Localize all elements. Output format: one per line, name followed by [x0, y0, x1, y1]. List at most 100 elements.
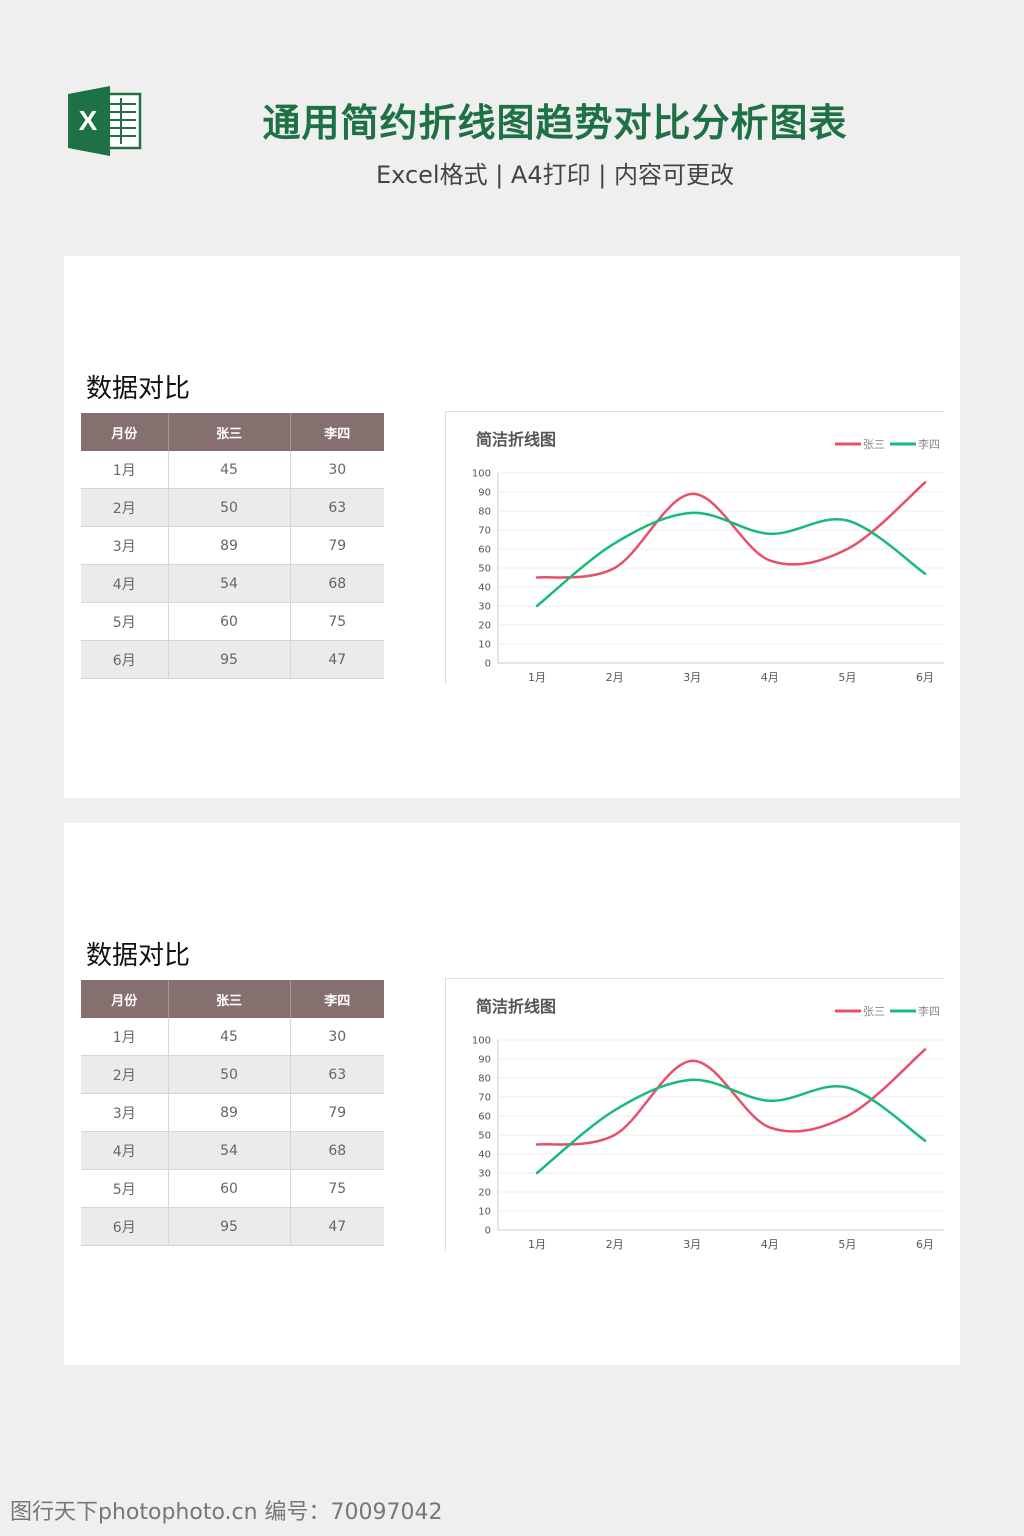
y-tick-label: 80: [478, 1074, 491, 1085]
cell-lisi: 63: [290, 1055, 384, 1094]
cell-lisi: 47: [290, 1207, 384, 1246]
page-subtitle: Excel格式 | A4打印 | 内容可更改: [376, 161, 734, 189]
section-heading: 数据对比: [86, 941, 191, 971]
y-tick-label: 20: [478, 621, 491, 632]
cell-month: 6月: [81, 640, 169, 679]
y-tick-label: 20: [478, 1188, 491, 1199]
cell-lisi: 75: [290, 1169, 384, 1208]
cell-month: 2月: [81, 488, 169, 527]
x-tick-label: 6月: [916, 1238, 934, 1251]
table-row: 6月 95 47: [81, 640, 384, 679]
cell-lisi: 68: [290, 1131, 384, 1170]
x-tick-label: 4月: [761, 671, 779, 684]
table-header-row: 月份 张三 李四: [81, 980, 384, 1018]
cell-lisi: 68: [290, 564, 384, 603]
cell-zhangsan: 95: [168, 640, 291, 679]
y-tick-label: 50: [478, 1131, 491, 1142]
cell-month: 4月: [81, 1131, 169, 1170]
x-tick-label: 6月: [916, 671, 934, 684]
cell-month: 5月: [81, 602, 169, 641]
cell-month: 5月: [81, 1169, 169, 1208]
cell-month: 3月: [81, 1093, 169, 1132]
y-tick-label: 90: [478, 488, 491, 499]
x-tick-label: 2月: [606, 1238, 624, 1251]
cell-zhangsan: 54: [168, 564, 291, 603]
cell-month: 3月: [81, 526, 169, 565]
table-row: 2月 50 63: [81, 1055, 384, 1094]
page-title: 通用简约折线图趋势对比分析图表: [262, 101, 848, 145]
cell-zhangsan: 60: [168, 602, 291, 641]
table-row: 2月 50 63: [81, 488, 384, 527]
table-header-row: 月份 张三 李四: [81, 413, 384, 451]
y-tick-label: 0: [485, 1226, 491, 1237]
comparison-card-2: 数据对比 月份 张三 李四 1月 45 30 2月 50 63 3月 89 79 4月 54 6…: [64, 823, 960, 1365]
x-tick-label: 2月: [606, 671, 624, 684]
y-tick-label: 100: [472, 1036, 491, 1047]
header-zhangsan: 张三: [168, 413, 291, 451]
y-tick-label: 40: [478, 583, 491, 594]
x-tick-label: 1月: [528, 671, 546, 684]
cell-lisi: 30: [290, 1018, 384, 1056]
series-line-2: [535, 1078, 927, 1175]
data-table: 月份 张三 李四 1月 45 30 2月 50 63 3月 89 79 4月 54 68 5月 6…: [81, 413, 384, 679]
comparison-card-1: 数据对比 月份 张三 李四 1月 45 30 2月 50 63 3月 89 79 4月 54 6…: [64, 256, 960, 798]
header-month: 月份: [81, 980, 169, 1018]
header-zhangsan: 张三: [168, 980, 291, 1018]
x-tick-label: 1月: [528, 1238, 546, 1251]
y-tick-label: 50: [478, 564, 491, 575]
table-row: 5月 60 75: [81, 1169, 384, 1208]
data-table: 月份 张三 李四 1月 45 30 2月 50 63 3月 89 79 4月 54 68 5月 6…: [81, 980, 384, 1246]
y-tick-label: 0: [485, 659, 491, 670]
excel-logo-icon: X: [68, 86, 142, 156]
cell-zhangsan: 95: [168, 1207, 291, 1246]
y-tick-label: 60: [478, 1112, 491, 1123]
cell-month: 1月: [81, 1018, 169, 1056]
table-row: 5月 60 75: [81, 602, 384, 641]
x-tick-label: 3月: [683, 1238, 701, 1251]
cell-lisi: 75: [290, 602, 384, 641]
cell-zhangsan: 89: [168, 526, 291, 565]
table-row: 6月 95 47: [81, 1207, 384, 1246]
cell-zhangsan: 89: [168, 1093, 291, 1132]
y-tick-label: 40: [478, 1150, 491, 1161]
y-tick-label: 70: [478, 1093, 491, 1104]
cell-lisi: 47: [290, 640, 384, 679]
cell-lisi: 79: [290, 1093, 384, 1132]
cell-month: 6月: [81, 1207, 169, 1246]
line-chart-panel: 简洁折线图 0 10 20 30 40 50 60 70 80 90 100 1月 2月 3月 4月 5月 6月 张…: [445, 411, 944, 684]
cell-lisi: 79: [290, 526, 384, 565]
y-tick-label: 80: [478, 507, 491, 518]
table-row: 1月 45 30: [81, 1018, 384, 1056]
y-tick-label: 30: [478, 1169, 491, 1180]
y-tick-label: 10: [478, 1207, 491, 1218]
y-tick-label: 30: [478, 602, 491, 613]
cell-zhangsan: 50: [168, 488, 291, 527]
y-tick-label: 70: [478, 526, 491, 537]
legend-label: 张三: [863, 438, 885, 451]
cell-month: 2月: [81, 1055, 169, 1094]
x-tick-label: 5月: [838, 1238, 856, 1251]
x-tick-label: 3月: [683, 671, 701, 684]
cell-lisi: 30: [290, 451, 384, 489]
header-month: 月份: [81, 413, 169, 451]
chart-title: 简洁折线图: [476, 430, 556, 449]
line-chart-panel: 简洁折线图 0 10 20 30 40 50 60 70 80 90 100 1月 2月 3月 4月 5月 6月 张…: [445, 978, 944, 1251]
x-tick-label: 5月: [838, 671, 856, 684]
y-tick-label: 10: [478, 640, 491, 651]
line-chart: 简洁折线图 0 10 20 30 40 50 60 70 80 90 100 1月 2月 3月 4月 5月 6月 张…: [472, 997, 944, 1251]
logo-letter: X: [79, 105, 98, 136]
legend-label: 李四: [918, 437, 940, 451]
y-tick-label: 60: [478, 545, 491, 556]
x-tick-label: 4月: [761, 1238, 779, 1251]
cell-month: 1月: [81, 451, 169, 489]
cell-month: 4月: [81, 564, 169, 603]
line-chart: 简洁折线图 0 10 20 30 40 50 60 70 80 90 100 1月 2月 3月 4月 5月 6月 张…: [472, 430, 944, 684]
table-row: 4月 54 68: [81, 1131, 384, 1170]
legend-label: 李四: [918, 1004, 940, 1018]
table-row: 1月 45 30: [81, 451, 384, 489]
y-tick-label: 90: [478, 1055, 491, 1066]
y-tick-label: 100: [472, 469, 491, 480]
watermark-text: 图行天下photophoto.cn 编号：70097042: [10, 1500, 443, 1525]
cell-zhangsan: 45: [168, 1018, 291, 1056]
cell-zhangsan: 54: [168, 1131, 291, 1170]
